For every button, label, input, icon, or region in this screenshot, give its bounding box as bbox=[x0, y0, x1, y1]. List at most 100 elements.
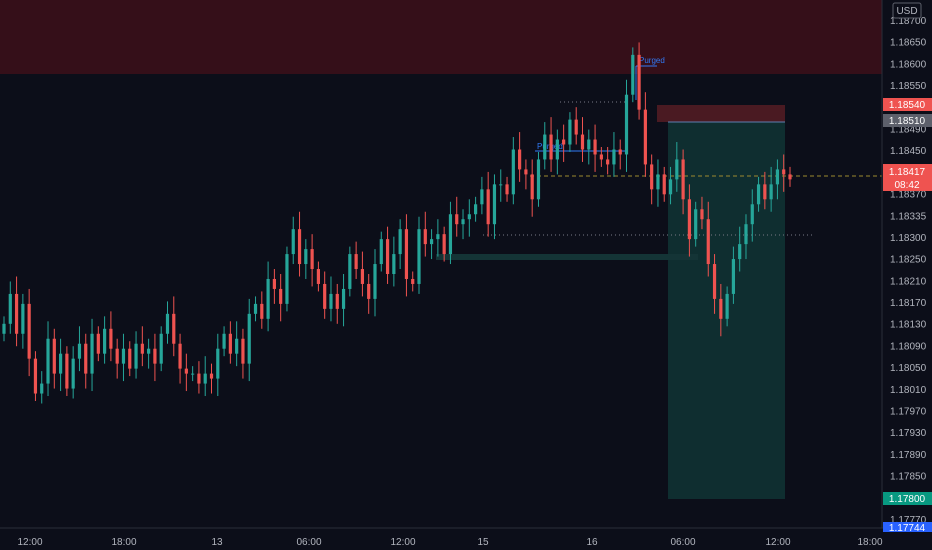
bearish-candle bbox=[209, 373, 214, 379]
current-price-text: 1.18417 bbox=[889, 167, 926, 178]
bullish-candle bbox=[448, 214, 453, 255]
bullish-candle bbox=[341, 288, 346, 309]
bearish-candle bbox=[593, 139, 597, 155]
bullish-candle bbox=[675, 159, 679, 180]
price-tick-label: 1.18370 bbox=[890, 190, 927, 201]
bullish-candle bbox=[725, 293, 729, 319]
bullish-candle bbox=[499, 184, 503, 186]
bearish-candle bbox=[637, 54, 641, 110]
bearish-candle bbox=[442, 234, 446, 255]
bearish-candle bbox=[404, 229, 409, 279]
bullish-candle bbox=[429, 239, 434, 245]
bearish-candle bbox=[788, 174, 792, 180]
bullish-candle bbox=[731, 259, 736, 294]
bullish-candle bbox=[247, 313, 251, 364]
time-tick-label: 12:00 bbox=[390, 537, 415, 548]
bullish-candle bbox=[121, 348, 126, 364]
bullish-candle bbox=[77, 343, 82, 359]
bullish-candle bbox=[631, 54, 635, 95]
target-price-text: 1.17800 bbox=[889, 494, 926, 505]
bullish-candle bbox=[587, 139, 591, 150]
bearish-candle bbox=[524, 169, 528, 175]
bearish-candle bbox=[178, 343, 182, 369]
bearish-candle bbox=[719, 298, 723, 319]
bearish-candle bbox=[260, 303, 264, 319]
bearish-candle bbox=[530, 174, 534, 200]
bullish-candle bbox=[392, 254, 396, 274]
bullish-candle bbox=[480, 189, 484, 205]
bullish-candle bbox=[492, 184, 497, 225]
bearish-candle bbox=[197, 373, 201, 384]
bearish-candle bbox=[562, 139, 566, 145]
bearish-candle bbox=[279, 288, 283, 304]
bullish-candle bbox=[694, 209, 698, 240]
bullish-candle bbox=[291, 229, 295, 255]
bearish-candle bbox=[574, 119, 578, 135]
bullish-candle bbox=[398, 229, 402, 255]
bearish-candle bbox=[109, 328, 113, 349]
bullish-candle bbox=[624, 94, 629, 155]
price-tick-label: 1.17850 bbox=[890, 472, 927, 483]
bearish-candle bbox=[316, 269, 320, 284]
bearish-candle bbox=[423, 229, 427, 245]
price-tick-label: 1.17970 bbox=[890, 407, 927, 418]
bearish-candle bbox=[662, 174, 666, 195]
bottom-price-text: 1.17744 bbox=[889, 523, 926, 534]
bullish-candle bbox=[40, 383, 44, 394]
bullish-candle bbox=[159, 333, 163, 364]
price-tick-label: 1.18250 bbox=[890, 255, 927, 266]
bearish-candle bbox=[310, 249, 314, 270]
bullish-candle bbox=[235, 338, 239, 354]
bullish-candle bbox=[750, 204, 754, 225]
bearish-candle bbox=[84, 343, 88, 374]
bearish-candle bbox=[140, 343, 144, 354]
bearish-candle bbox=[606, 159, 610, 165]
bearish-candle bbox=[643, 109, 647, 165]
purged-label-2: Purged bbox=[639, 56, 665, 65]
time-tick-label: 12:00 bbox=[765, 537, 790, 548]
price-tick-label: 1.18650 bbox=[890, 38, 927, 49]
high-price-text: 1.18540 bbox=[889, 100, 926, 111]
bullish-candle bbox=[285, 254, 289, 304]
bullish-candle bbox=[90, 333, 94, 374]
bullish-candle bbox=[373, 264, 377, 299]
bearish-candle bbox=[335, 293, 339, 309]
bullish-candle bbox=[8, 293, 12, 324]
candlestick-series bbox=[2, 42, 792, 404]
bullish-candle bbox=[744, 224, 748, 245]
bullish-candle bbox=[536, 159, 541, 200]
bearish-candle bbox=[241, 338, 245, 364]
bullish-candle bbox=[467, 214, 471, 220]
bearish-candle bbox=[486, 189, 490, 225]
bullish-candle bbox=[2, 323, 6, 334]
time-tick-label: 12:00 bbox=[17, 537, 42, 548]
bearish-candle bbox=[681, 159, 685, 200]
bearish-candle bbox=[763, 184, 767, 200]
price-tick-label: 1.18550 bbox=[890, 81, 927, 92]
currency-badge[interactable] bbox=[892, 2, 922, 19]
time-tick-label: 06:00 bbox=[670, 537, 695, 548]
bearish-candle bbox=[27, 303, 31, 359]
bearish-candle bbox=[360, 269, 365, 284]
bearish-candle bbox=[618, 149, 622, 155]
bullish-candle bbox=[222, 333, 226, 349]
price-tick-label: 1.17930 bbox=[890, 428, 927, 439]
high-price-badge bbox=[883, 98, 932, 111]
price-tick-label: 1.18130 bbox=[890, 320, 927, 331]
bearish-candle bbox=[518, 149, 522, 170]
bearish-candle bbox=[128, 348, 132, 369]
bullish-candle bbox=[216, 348, 220, 379]
time-tick-label: 13 bbox=[211, 537, 223, 548]
bullish-candle bbox=[775, 169, 780, 185]
price-tick-label: 1.18090 bbox=[890, 341, 927, 352]
bearish-candle bbox=[782, 169, 786, 175]
bearish-candle bbox=[272, 278, 276, 289]
bullish-candle bbox=[304, 249, 308, 265]
bullish-candle bbox=[191, 373, 195, 375]
bullish-candle bbox=[203, 373, 207, 384]
countdown-text: 08:42 bbox=[894, 180, 919, 191]
bullish-candle bbox=[511, 149, 515, 195]
bearish-candle bbox=[323, 283, 327, 309]
price-tick-label: 1.18450 bbox=[890, 146, 927, 157]
